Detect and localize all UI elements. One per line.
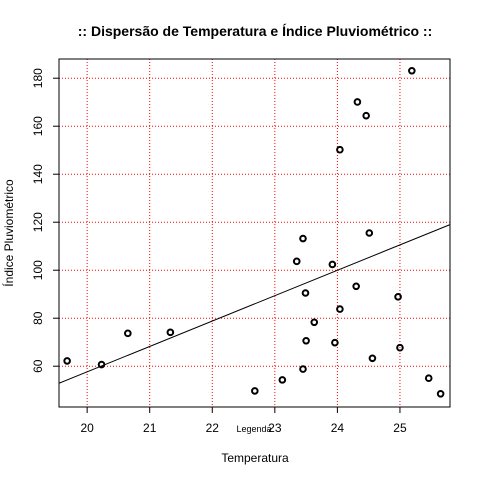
regression-line bbox=[58, 224, 451, 384]
data-point bbox=[299, 365, 307, 373]
data-point bbox=[97, 360, 106, 369]
regression-line-group bbox=[58, 224, 451, 384]
x-tick-label: 21 bbox=[143, 421, 157, 435]
data-point bbox=[299, 234, 307, 243]
plot-frame bbox=[58, 58, 451, 408]
x-tick-label: 20 bbox=[80, 421, 94, 435]
data-point bbox=[251, 387, 259, 395]
y-tick-label: 180 bbox=[31, 68, 45, 88]
data-point bbox=[352, 282, 360, 291]
y-tick-label: 140 bbox=[31, 164, 45, 184]
data-point bbox=[124, 329, 132, 338]
x-tick-label: 24 bbox=[331, 421, 345, 435]
data-point bbox=[353, 98, 362, 106]
legend-label: Legenda bbox=[236, 424, 271, 434]
x-tick-label: 25 bbox=[393, 421, 407, 435]
data-point bbox=[336, 145, 344, 154]
x-axis: 20 21 22 23 24 25 bbox=[80, 407, 407, 435]
data-point bbox=[63, 357, 71, 365]
data-point bbox=[301, 289, 310, 297]
y-tick-label: 60 bbox=[31, 359, 45, 373]
data-point bbox=[166, 328, 175, 337]
x-tick-label: 22 bbox=[206, 421, 220, 435]
data-point bbox=[336, 305, 344, 313]
grid-lines bbox=[59, 59, 450, 407]
x-axis-label: Temperatura bbox=[221, 451, 289, 465]
chart-title: :: Dispersão de Temperatura e Índice Plu… bbox=[78, 23, 433, 39]
data-point bbox=[408, 66, 416, 75]
data-point bbox=[424, 374, 433, 383]
data-point bbox=[368, 354, 377, 363]
data-point bbox=[302, 336, 310, 345]
x-tick-label: 23 bbox=[268, 421, 282, 435]
data-point bbox=[365, 229, 374, 237]
y-tick-label: 160 bbox=[31, 116, 45, 136]
y-tick-label: 120 bbox=[31, 212, 45, 232]
y-tick-label: 80 bbox=[31, 311, 45, 325]
data-point bbox=[328, 260, 337, 269]
data-point bbox=[310, 318, 319, 327]
y-axis-label: Índice Pluviométrico bbox=[1, 179, 16, 287]
data-point bbox=[396, 343, 404, 352]
y-tick-label: 100 bbox=[31, 260, 45, 280]
data-point bbox=[394, 293, 402, 301]
y-axis: 60 80 100 120 140 160 180 bbox=[31, 68, 59, 373]
data-point bbox=[292, 257, 301, 266]
data-points bbox=[63, 66, 445, 398]
data-point bbox=[331, 338, 339, 347]
data-point bbox=[362, 111, 370, 120]
data-point bbox=[436, 390, 445, 398]
data-point bbox=[278, 376, 287, 384]
